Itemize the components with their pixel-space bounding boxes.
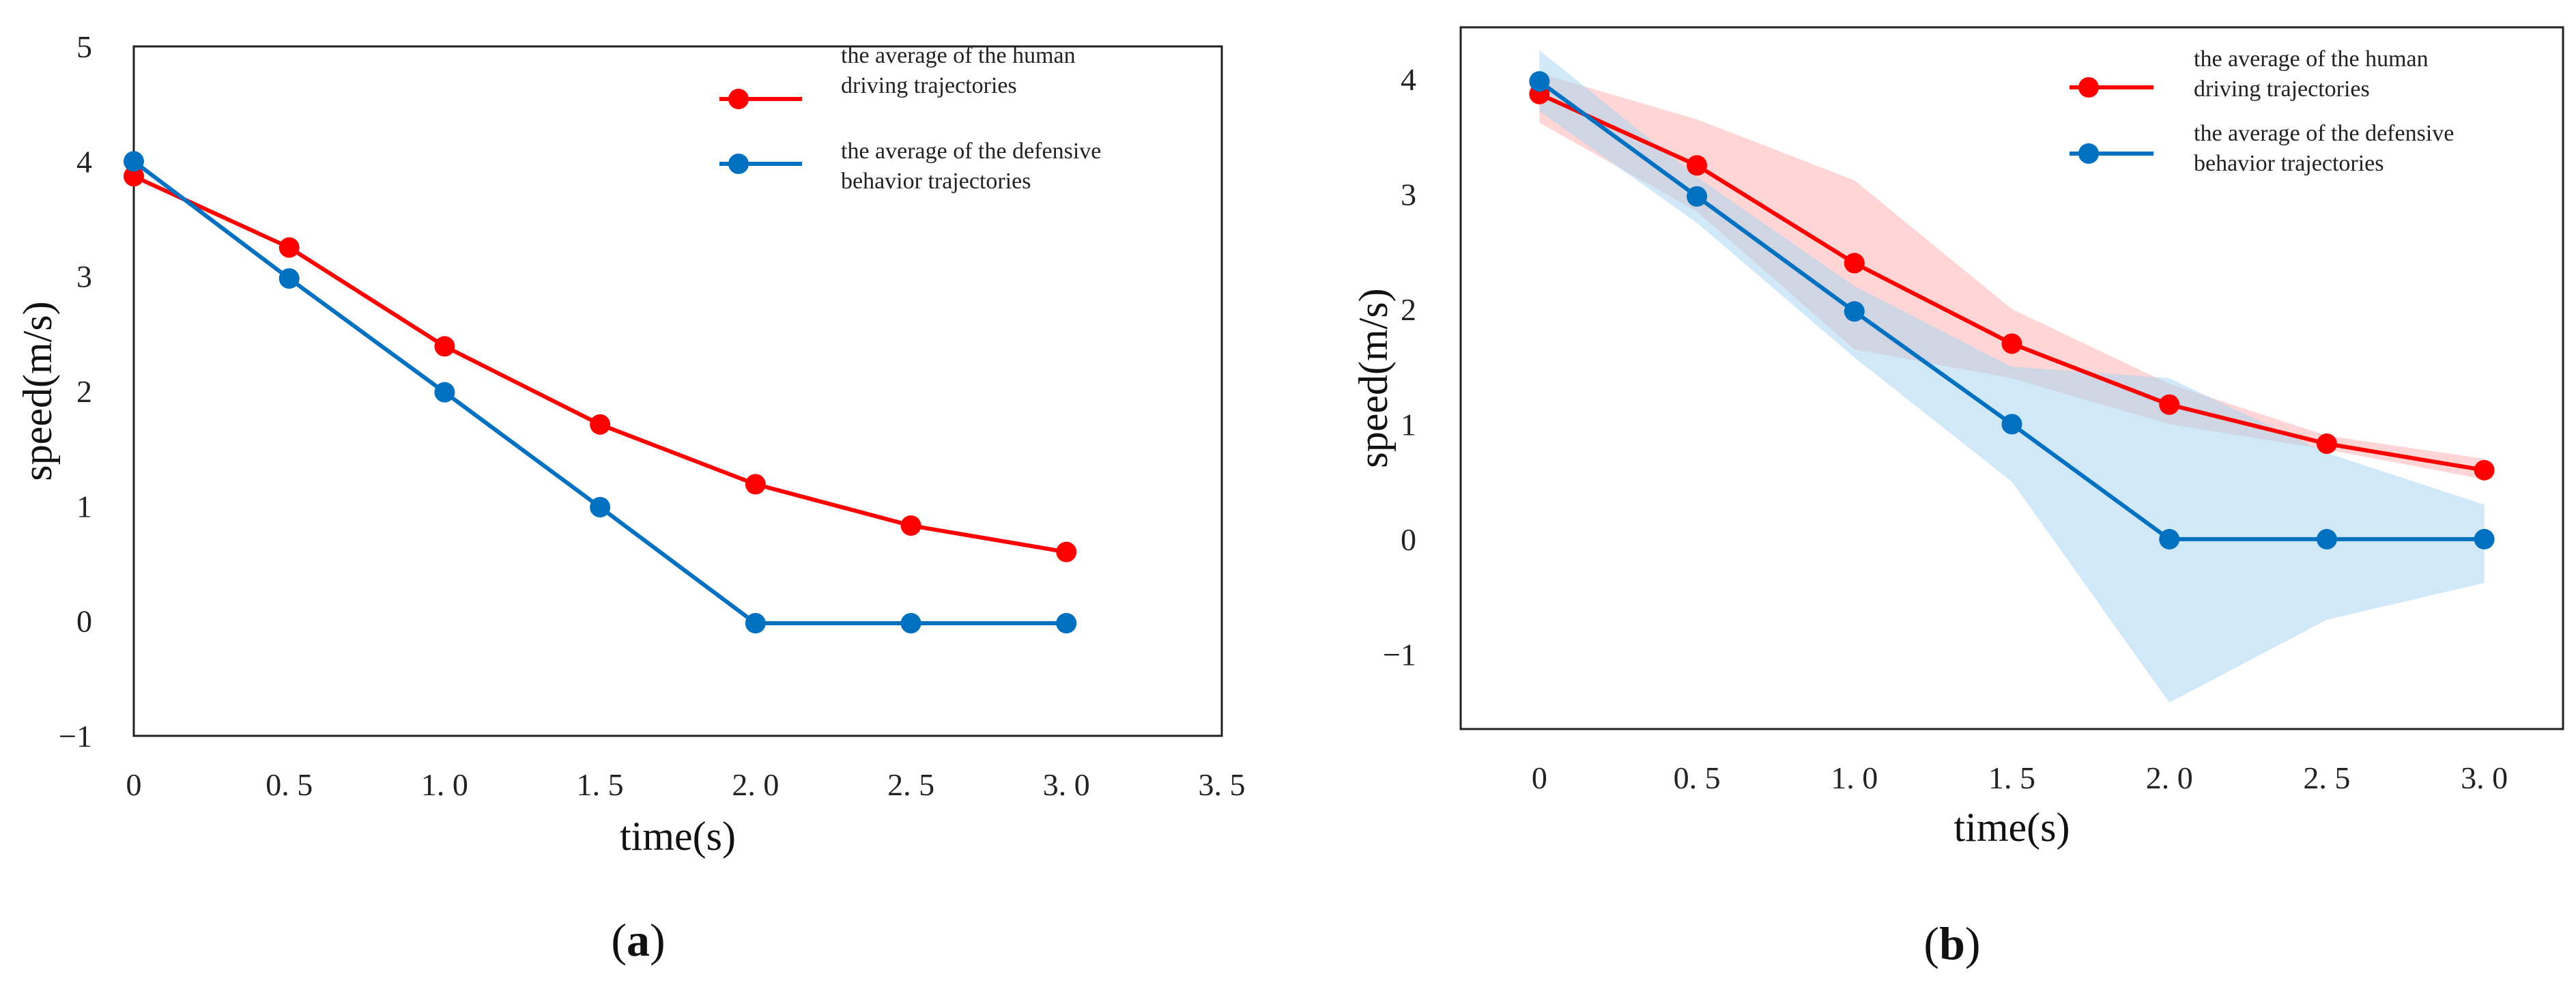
human-legend-label: driving trajectories: [2194, 76, 2370, 102]
human-data-point: [745, 474, 766, 495]
panel-label-open: (: [1923, 917, 1939, 969]
panel-label-open: (: [611, 914, 627, 966]
panel-label-letter: a: [627, 914, 650, 966]
human-data-point: [1056, 541, 1077, 562]
panel-label-close: ): [1965, 917, 1981, 969]
human-data-point: [2159, 394, 2180, 415]
plot-frame: [132, 45, 1223, 737]
defensive-legend-label: the average of the defensive: [2194, 121, 2454, 146]
defensive-data-point: [745, 613, 766, 634]
y-tick-label: 0: [1401, 522, 1416, 557]
human-legend-marker: [2078, 77, 2099, 98]
defensive-data-point: [2474, 528, 2495, 549]
human-data-point: [2474, 459, 2495, 481]
y-tick-label: 3: [1401, 177, 1416, 212]
defensive-data-point: [1844, 301, 1865, 322]
x-axis-label: time(s): [1954, 805, 2070, 850]
y-tick-label: 2: [76, 374, 92, 409]
y-tick-label: 0: [76, 604, 92, 639]
defensive-legend-label: behavior trajectories: [2194, 151, 2384, 176]
defensive-data-point: [124, 151, 144, 172]
y-tick-label: 1: [76, 489, 92, 524]
defensive-data-point: [590, 497, 611, 518]
human-data-point: [900, 515, 921, 536]
panel-label: (a): [611, 914, 665, 966]
x-axis-label: time(s): [620, 814, 736, 859]
human-data-point: [124, 166, 144, 187]
x-tick-label: 2. 0: [2146, 760, 2193, 795]
x-tick-label: 1. 5: [1988, 760, 2035, 795]
defensive-data-point: [2316, 528, 2337, 549]
x-tick-label: 2. 5: [887, 767, 934, 802]
plot-frame: [1459, 26, 2564, 730]
defensive-legend-marker: [2078, 143, 2099, 164]
human-legend-marker: [728, 89, 749, 109]
y-tick-label: −1: [59, 719, 92, 754]
x-tick-label: 2. 5: [2303, 760, 2350, 795]
x-tick-label: 3. 0: [1043, 767, 1090, 802]
human-legend-label: the average of the human: [841, 43, 1076, 68]
y-tick-label: 4: [76, 144, 92, 179]
defensive-data-point: [434, 382, 455, 403]
x-tick-label: 3. 5: [1199, 767, 1246, 802]
defensive-data-point: [2159, 528, 2180, 549]
x-tick-label: 0: [126, 767, 142, 802]
human-legend-label: the average of the human: [2194, 46, 2429, 72]
panel-label-close: ): [650, 914, 666, 966]
human-data-point: [1687, 155, 1708, 176]
human-series-line: [132, 174, 1067, 554]
y-tick-label: 4: [1401, 62, 1416, 97]
x-tick-label: 0. 5: [1674, 760, 1721, 795]
defensive-series-line: [132, 159, 1067, 626]
human-data-point: [590, 414, 611, 435]
x-tick-label: 1. 5: [577, 767, 624, 802]
human-legend-label: driving trajectories: [841, 73, 1017, 98]
human-confidence-band: [1539, 73, 2485, 480]
defensive-data-point: [900, 613, 921, 634]
defensive-data-point: [2001, 414, 2022, 435]
chart-panel-b: 0 0. 5 1. 0 1. 5 2. 0 2. 5 3. 0 −1 0 1 2 3 4 time(s) s…: [1351, 26, 2564, 969]
panel-label: (b): [1923, 917, 1980, 969]
human-data-point: [278, 237, 300, 258]
defensive-legend-label: the average of the defensive: [841, 139, 1101, 164]
defensive-data-point: [278, 268, 300, 289]
x-tick-label: 1. 0: [421, 767, 468, 802]
y-tick-label: 2: [1401, 292, 1416, 327]
y-tick-label: 1: [1401, 407, 1416, 442]
defensive-data-point: [1056, 613, 1077, 634]
human-data-point: [2001, 333, 2022, 354]
y-tick-label: 5: [76, 29, 92, 64]
y-axis-label: speed(m/s): [1351, 288, 1396, 468]
x-tick-label: 0: [1532, 760, 1547, 795]
x-tick-label: 2. 0: [732, 767, 779, 802]
panel-label-letter: b: [1939, 917, 1965, 969]
y-tick-label: 3: [76, 259, 92, 294]
x-tick-label: 1. 0: [1831, 760, 1878, 795]
human-data-point: [434, 336, 455, 357]
defensive-legend-marker: [728, 154, 749, 174]
human-data-point: [1844, 253, 1865, 274]
human-data-point: [2316, 433, 2337, 455]
defensive-data-point: [1529, 71, 1550, 92]
defensive-legend-label: behavior trajectories: [841, 169, 1031, 194]
y-tick-label: −1: [1383, 637, 1416, 672]
defensive-data-point: [1687, 186, 1708, 207]
chart-panel-a: 0 0. 5 1. 0 1. 5 2. 0 2. 5 3. 0 3. 5 −1 0 1 2 3 4 5 tim…: [15, 29, 1246, 966]
y-axis-label: speed(m/s): [15, 301, 60, 481]
x-tick-label: 3. 0: [2461, 760, 2508, 795]
x-tick-label: 0. 5: [266, 767, 313, 802]
